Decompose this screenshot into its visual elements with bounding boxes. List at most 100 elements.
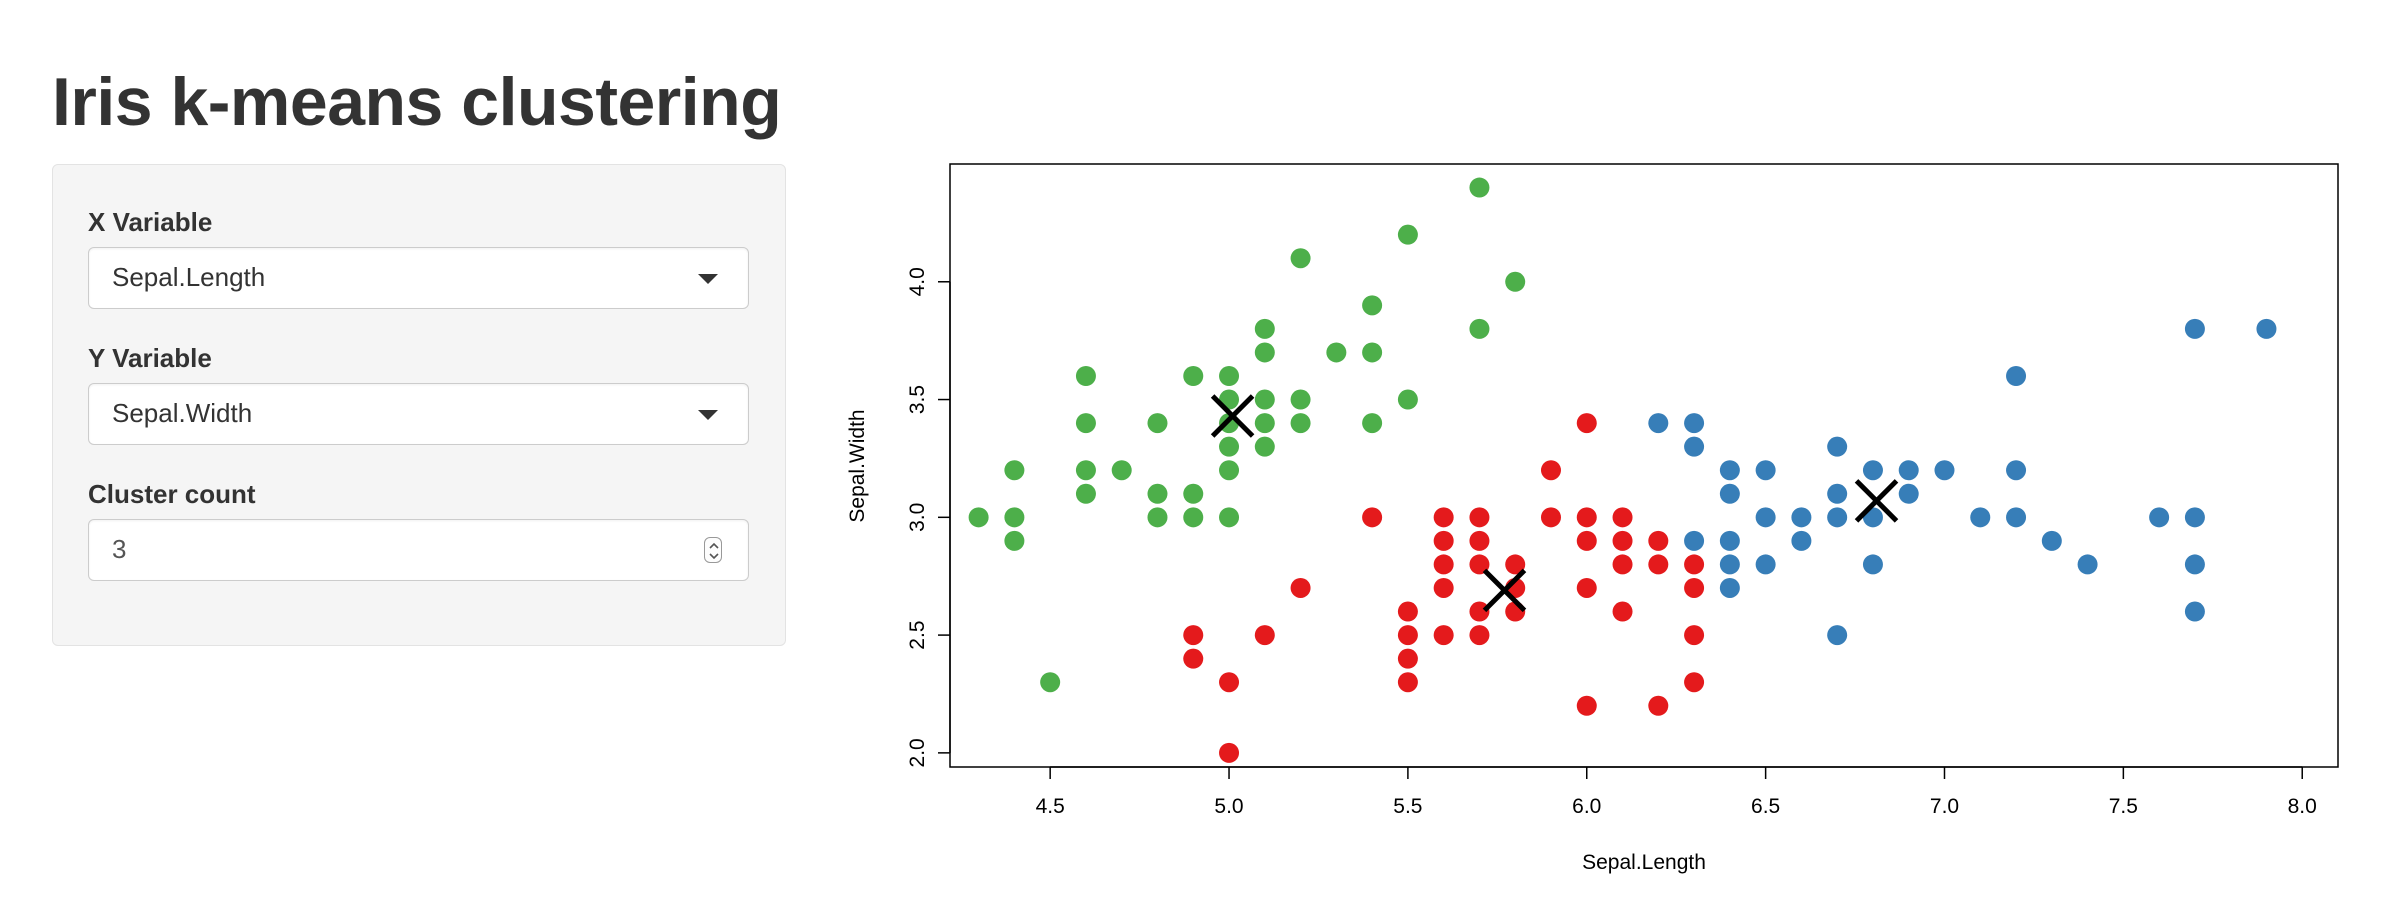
spinner-icon[interactable] <box>704 537 722 563</box>
data-point <box>1540 507 1561 528</box>
data-point <box>1004 530 1025 551</box>
y-tick-label: 2.0 <box>906 738 929 767</box>
data-point <box>1219 742 1240 763</box>
data-point <box>968 507 989 528</box>
data-point <box>1970 507 1991 528</box>
cluster-count-label: Cluster count <box>88 479 256 509</box>
data-point <box>2256 318 2277 339</box>
data-point <box>1469 318 1490 339</box>
data-point <box>1719 554 1740 575</box>
data-points <box>968 177 2277 763</box>
data-point <box>2184 601 2205 622</box>
data-point <box>1684 530 1705 551</box>
cluster-count-input[interactable]: 3 <box>88 519 749 581</box>
data-point <box>1290 389 1311 410</box>
data-point <box>2006 460 2027 481</box>
data-point <box>1326 342 1347 363</box>
data-point <box>1254 413 1275 434</box>
y-axis: 2.0 2.5 3.0 3.5 4.0 <box>906 267 951 767</box>
sidebar-panel: X Variable Sepal.Length Y Variable Sepal… <box>52 164 786 646</box>
data-point <box>1362 507 1383 528</box>
data-point <box>1648 554 1669 575</box>
data-point <box>1791 507 1812 528</box>
data-point <box>1684 436 1705 457</box>
data-point <box>1469 601 1490 622</box>
y-variable-select[interactable]: Sepal.Width <box>88 383 749 445</box>
data-point <box>1505 554 1526 575</box>
cluster-center-marker <box>1210 394 1255 438</box>
data-point <box>1755 460 1776 481</box>
data-point <box>1469 530 1490 551</box>
x-axis: 4.5 5.0 5.5 6.0 6.5 7.0 7.5 8.0 <box>1036 766 2317 818</box>
data-point <box>1755 554 1776 575</box>
data-point <box>1290 577 1311 598</box>
cluster-centers <box>1210 394 1899 613</box>
data-point <box>1111 460 1132 481</box>
data-point <box>1719 483 1740 504</box>
data-point <box>1719 460 1740 481</box>
data-point <box>1254 318 1275 339</box>
data-point <box>1576 413 1597 434</box>
data-point <box>2184 554 2205 575</box>
x-variable-label: X Variable <box>88 207 213 237</box>
center-stroke <box>1854 479 1899 523</box>
data-point <box>1827 483 1848 504</box>
y-tick-label: 2.5 <box>906 620 929 649</box>
page-title: Iris k-means clustering <box>52 64 782 140</box>
data-point <box>1362 413 1383 434</box>
x-tick-label: 7.5 <box>2109 795 2138 818</box>
chevron-down-icon <box>698 410 718 420</box>
data-point <box>1147 413 1168 434</box>
data-point <box>1254 436 1275 457</box>
y-axis-label: Sepal.Width <box>846 409 869 522</box>
data-point <box>1397 601 1418 622</box>
data-point <box>1183 483 1204 504</box>
data-point <box>1827 507 1848 528</box>
data-point <box>1219 365 1240 386</box>
data-point <box>1219 672 1240 693</box>
data-point <box>1827 625 1848 646</box>
x-variable-select[interactable]: Sepal.Length <box>88 247 749 309</box>
data-point <box>1183 648 1204 669</box>
x-tick-label: 7.0 <box>1930 795 1959 818</box>
data-point <box>1469 625 1490 646</box>
data-point <box>1576 695 1597 716</box>
data-point <box>1684 413 1705 434</box>
data-point <box>1719 577 1740 598</box>
data-point <box>1684 625 1705 646</box>
data-point <box>1254 625 1275 646</box>
data-point <box>1254 342 1275 363</box>
data-point <box>1505 271 1526 292</box>
data-point <box>1219 436 1240 457</box>
data-point <box>2184 507 2205 528</box>
data-point <box>1540 460 1561 481</box>
y-tick-label: 4.0 <box>906 267 929 296</box>
data-point <box>1469 554 1490 575</box>
data-point <box>1648 413 1669 434</box>
data-point <box>1898 483 1919 504</box>
data-point <box>1648 530 1669 551</box>
data-point <box>2006 507 2027 528</box>
cluster-center-marker <box>1854 479 1899 523</box>
data-point <box>1612 507 1633 528</box>
data-point <box>2184 318 2205 339</box>
data-point <box>1397 672 1418 693</box>
data-point <box>1934 460 1955 481</box>
data-point <box>1433 554 1454 575</box>
data-point <box>2006 365 2027 386</box>
y-tick-label: 3.0 <box>906 503 929 532</box>
data-point <box>1004 507 1025 528</box>
cluster-center-marker <box>1482 568 1527 613</box>
data-point <box>1183 507 1204 528</box>
data-point <box>1612 530 1633 551</box>
data-point <box>1219 460 1240 481</box>
data-point <box>1684 554 1705 575</box>
data-point <box>1397 224 1418 245</box>
data-point <box>1147 483 1168 504</box>
data-point <box>1397 625 1418 646</box>
x-tick-label: 4.5 <box>1036 795 1065 818</box>
data-point <box>1827 436 1848 457</box>
data-point <box>1576 530 1597 551</box>
data-point <box>1755 507 1776 528</box>
